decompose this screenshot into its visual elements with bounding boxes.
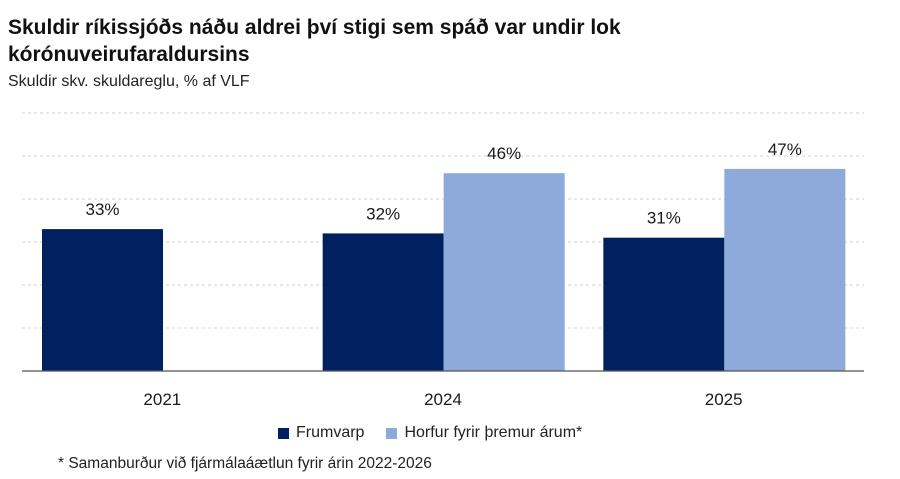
bar-2025-series-1 — [724, 168, 846, 371]
data-label-2021-series-0: 33% — [85, 200, 119, 219]
bar-2025-series-0 — [603, 237, 725, 371]
legend: Frumvarp Horfur fyrir þremur árum* — [278, 424, 604, 442]
x-tick-label-2021: 2021 — [143, 390, 181, 409]
legend-item-frumvarp: Frumvarp — [278, 424, 364, 442]
footnote: * Samanburður við fjármálaáætlun fyrir á… — [58, 455, 432, 472]
data-label-2024-series-1: 46% — [487, 144, 521, 163]
bar-2021-series-0 — [42, 229, 163, 371]
bar-2024-series-0 — [322, 233, 444, 371]
legend-swatch-frumvarp — [278, 427, 289, 439]
chart-subtitle: Skuldir skv. skuldareglu, % af VLF — [8, 73, 250, 90]
chart-title: Skuldir ríkissjóðs náðu aldrei því stigi… — [8, 16, 621, 66]
data-label-2024-series-0: 32% — [366, 204, 400, 223]
x-tick-label-2024: 2024 — [424, 390, 462, 409]
data-label-2025-series-1: 47% — [768, 140, 802, 159]
legend-item-horfur: Horfur fyrir þremur árum* — [386, 424, 582, 442]
data-label-2025-series-0: 31% — [647, 209, 681, 228]
legend-swatch-horfur — [386, 427, 398, 439]
legend-label-frumvarp: Frumvarp — [296, 424, 365, 441]
bar-2024-series-1 — [443, 173, 565, 371]
x-tick-label-2025: 2025 — [705, 390, 743, 409]
legend-label-horfur: Horfur fyrir þremur árum* — [404, 424, 583, 441]
